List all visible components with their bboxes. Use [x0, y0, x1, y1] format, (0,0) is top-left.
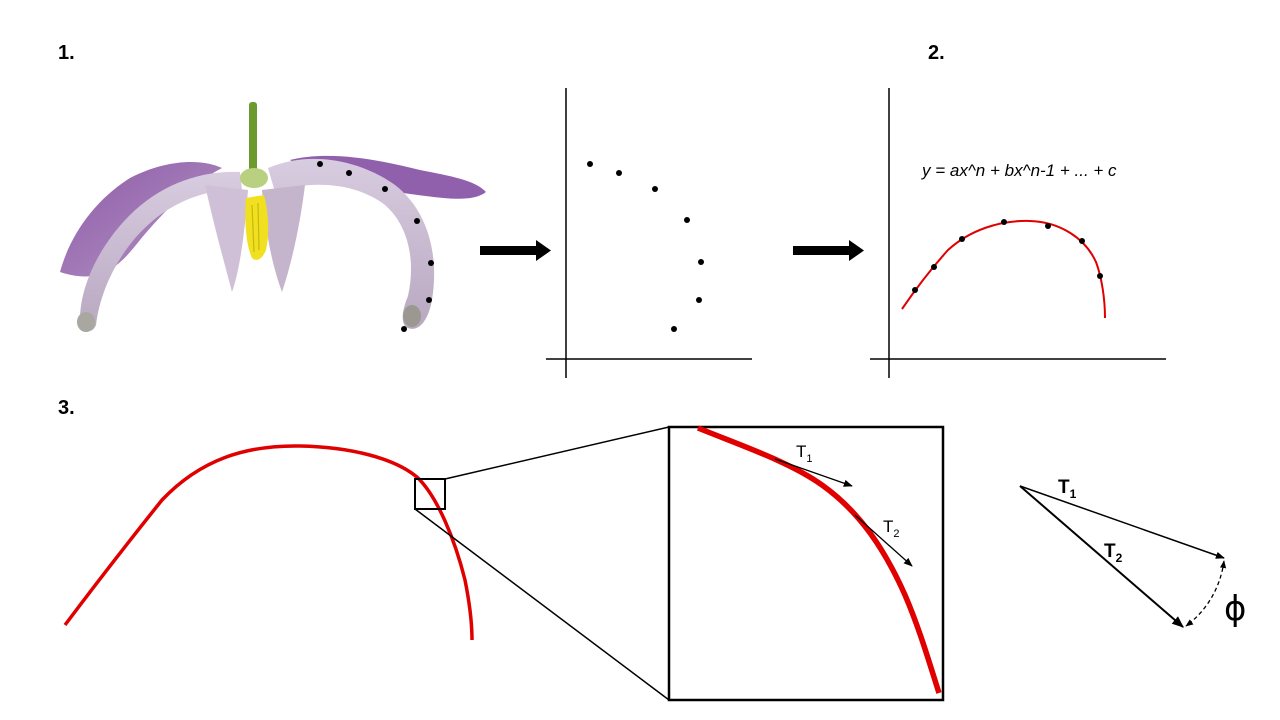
right-arrow-icon: [793, 240, 864, 261]
scatter-point: [698, 259, 704, 265]
step-1-label: 1.: [58, 42, 75, 64]
fit-plot: y = ax^n + bx^n-1 + ... + c: [870, 88, 1166, 378]
tangent-t1-arrow: [774, 458, 853, 487]
landmark-point: [401, 326, 407, 332]
scatter-point: [671, 326, 677, 332]
fit-point: [959, 236, 965, 242]
fit-point: [1079, 238, 1085, 244]
scatter-plot: [546, 88, 752, 378]
vector-angle-diagram: T1 T2 ϕ: [1019, 477, 1246, 629]
zoom-inset-frame: [667, 425, 945, 702]
tangent-t2-label: T2: [883, 517, 900, 540]
tangent-t2-arrow: [854, 514, 913, 567]
fit-point: [1045, 223, 1051, 229]
flower-photo: [60, 102, 486, 332]
scatter-point: [696, 297, 702, 303]
zoom-connector-top: [444, 426, 670, 480]
petal-center-left: [205, 185, 248, 292]
scatter-point: [652, 186, 658, 192]
zoom-connector-bottom: [414, 508, 670, 701]
large-red-curve: [63, 444, 474, 641]
large-curve-panel: [63, 426, 670, 701]
step-2-label: 2.: [928, 42, 945, 64]
tangent-t1-label: T1: [796, 442, 813, 465]
step-3-label: 3.: [58, 397, 75, 419]
scatter-point: [616, 170, 622, 176]
zoomed-red-curve: [696, 425, 942, 694]
petal-center-right: [262, 185, 305, 292]
fit-point: [931, 264, 937, 270]
vector-t2: [1019, 485, 1184, 628]
vector-t2-label: T2: [1104, 541, 1123, 565]
flower-landmark-points: [317, 161, 434, 332]
polynomial-equation: y = ax^n + bx^n-1 + ... + c: [921, 161, 1117, 180]
landmark-point: [414, 218, 420, 224]
landmark-point: [382, 186, 388, 192]
angle-arc: [1185, 560, 1227, 627]
fit-point: [912, 287, 918, 293]
fit-point: [1001, 219, 1007, 225]
scatter-point: [587, 161, 593, 167]
landmark-point: [428, 260, 434, 266]
flower-anthers: [245, 195, 269, 260]
right-arrow-icon: [480, 240, 551, 261]
flower-calyx: [240, 168, 268, 188]
fit-point: [1097, 273, 1103, 279]
scatter-point: [684, 217, 690, 223]
vector-t1-label: T1: [1058, 477, 1077, 501]
flower-style: [249, 102, 257, 174]
landmark-point: [426, 297, 432, 303]
landmark-point: [346, 170, 352, 176]
zoom-inset: T1 T2: [667, 425, 945, 702]
zoom-selection-box: [414, 478, 446, 510]
vector-t1: [1019, 485, 1225, 559]
landmark-point: [317, 161, 323, 167]
phi-angle-symbol: ϕ: [1224, 589, 1246, 629]
petal-right-pale: [268, 158, 435, 329]
